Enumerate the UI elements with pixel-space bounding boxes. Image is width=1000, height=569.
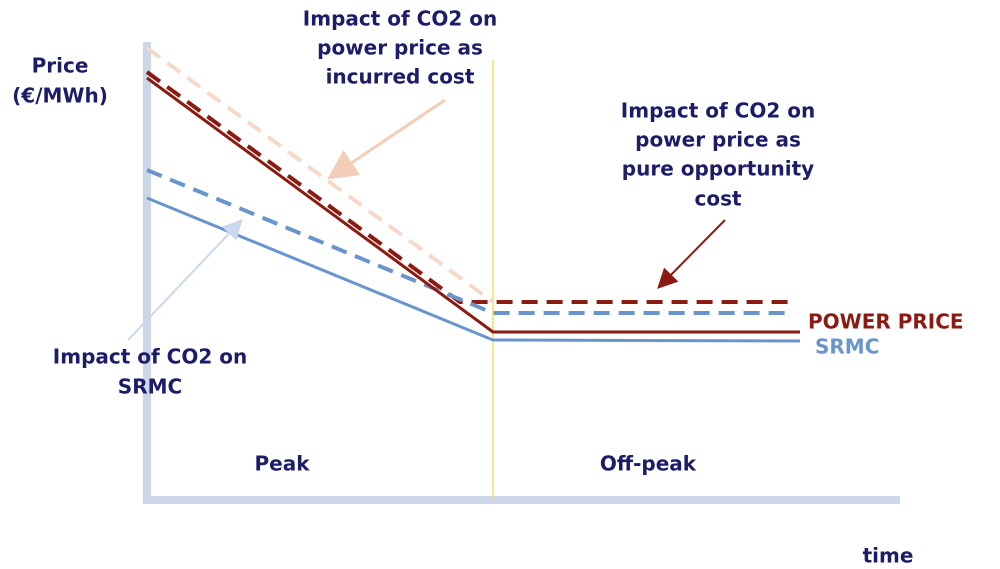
- annotation: incurred cost: [326, 65, 475, 89]
- annotation: power price as: [635, 128, 801, 152]
- annotation: cost: [694, 187, 742, 211]
- incurred-cost-line: [145, 46, 495, 304]
- axis-label: Price: [32, 54, 89, 78]
- legend-label: POWER PRICE: [808, 310, 964, 334]
- annotation: SRMC: [118, 375, 182, 399]
- arrow: [657, 219, 726, 289]
- arrow: [127, 219, 243, 341]
- annotation: Impact of CO2 on: [303, 7, 497, 31]
- power-price-line: [146, 76, 800, 334]
- axis-label: (€/MWh): [12, 84, 108, 108]
- annotation: Impact of CO2 on: [53, 345, 247, 369]
- annotation: power price as: [317, 36, 483, 60]
- annotation: Impact of CO2 on: [621, 99, 815, 123]
- arrow: [327, 98, 446, 180]
- axis-label: time: [863, 544, 914, 568]
- annotation: pure opportunity: [622, 157, 814, 181]
- power-price-co2-line: [145, 70, 790, 304]
- srmc-line: [146, 196, 801, 343]
- region-label: Off-peak: [600, 452, 697, 476]
- region-label: Peak: [254, 452, 310, 476]
- legend-label: SRMC: [815, 335, 879, 359]
